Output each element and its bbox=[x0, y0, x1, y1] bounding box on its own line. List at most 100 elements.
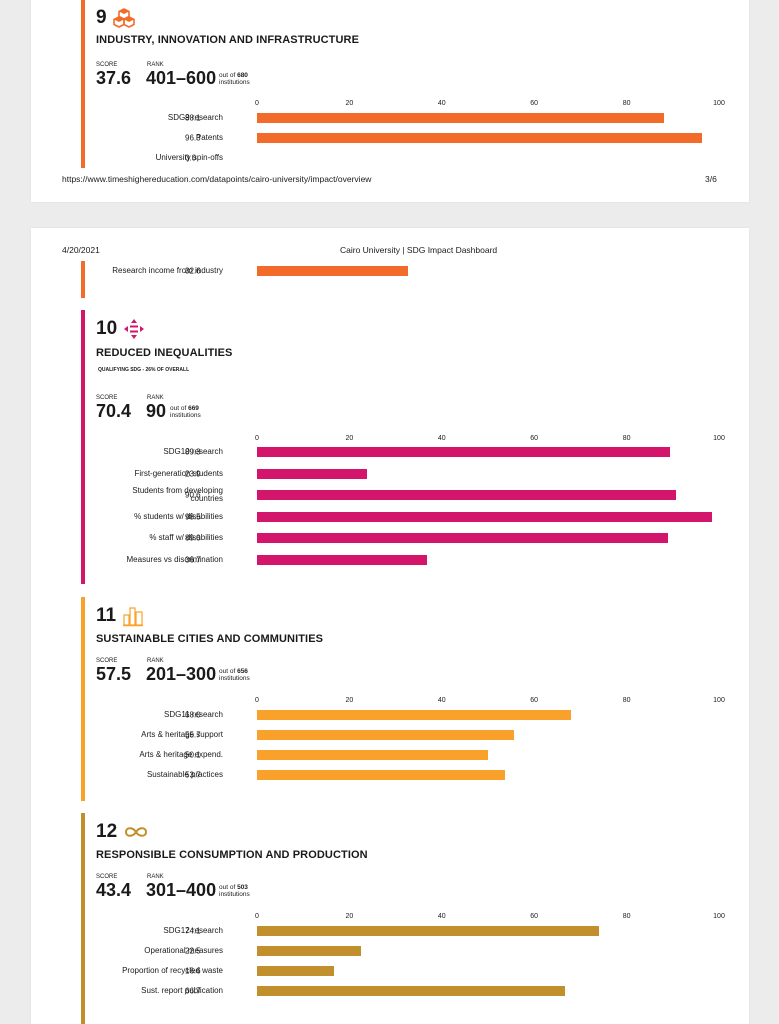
metric-value: 88.1 bbox=[185, 113, 201, 123]
axis-tick-label: 80 bbox=[622, 435, 631, 442]
sdg12-out-of: out of 503 institutions bbox=[219, 884, 250, 898]
axis-tick-label: 80 bbox=[622, 100, 631, 107]
sdg10-section: 10 REDUCED INEQUALITIES Q bbox=[81, 310, 725, 584]
print-date: 4/20/2021 bbox=[62, 245, 100, 255]
metric-value: 16.6 bbox=[185, 966, 201, 976]
metric-value: 74.1 bbox=[185, 926, 201, 936]
metric-row: Arts & heritage support 55.7 bbox=[96, 725, 746, 745]
metric-bar bbox=[257, 133, 702, 143]
sdg12-axis-ticks: 0 20 40 60 80 100 bbox=[96, 913, 746, 923]
metric-row: SDG12 research 74.1 bbox=[96, 921, 746, 941]
sdg10-score: 70.4 bbox=[96, 401, 132, 421]
sdg9-axis-ticks: 0 20 40 60 80 100 bbox=[96, 100, 746, 110]
sdg11-title: SUSTAINABLE CITIES AND COMMUNITIES bbox=[96, 633, 324, 645]
metric-bar bbox=[257, 926, 600, 936]
print-header-title: Cairo University | SDG Impact Dashboard bbox=[340, 245, 498, 255]
axis-tick-label: 40 bbox=[437, 697, 446, 704]
metric-bar bbox=[257, 710, 572, 720]
pdf-page-3: 9 IND bbox=[31, 0, 749, 202]
metric-bar bbox=[257, 266, 408, 276]
metric-row: SDG10 research 89.3 bbox=[96, 442, 746, 462]
score-label: SCORE bbox=[96, 62, 118, 68]
axis-tick-label: 0 bbox=[255, 697, 259, 704]
metric-bar bbox=[257, 468, 368, 479]
metric-bar bbox=[257, 533, 669, 543]
axis-tick-label: 40 bbox=[437, 913, 446, 920]
rank-label: RANK bbox=[147, 62, 164, 68]
sdg9-rank: 401–600 bbox=[146, 68, 217, 88]
metric-label: SDG10 research bbox=[163, 447, 223, 456]
axis-tick-label: 60 bbox=[530, 913, 539, 920]
metric-label: Proportion of recycled waste bbox=[122, 966, 223, 975]
rank-label: RANK bbox=[147, 658, 164, 664]
score-label: SCORE bbox=[96, 658, 118, 664]
metric-bar bbox=[257, 730, 515, 740]
metric-row: Arts & heritage expend. 50.1 bbox=[96, 745, 746, 765]
metric-label: SDG11 research bbox=[164, 710, 223, 719]
axis-tick-label: 60 bbox=[530, 100, 539, 107]
metric-label: Sust. report publication bbox=[141, 986, 223, 995]
city-buildings-icon bbox=[122, 605, 144, 627]
metric-row: Proportion of recycled waste 16.6 bbox=[96, 961, 746, 981]
axis-tick-label: 0 bbox=[255, 100, 259, 107]
metric-bar bbox=[257, 490, 676, 500]
metric-label: % staff w/ disabilities bbox=[149, 533, 223, 542]
metric-value: 68.0 bbox=[185, 710, 201, 720]
axis-tick-label: 80 bbox=[622, 913, 631, 920]
sdg12-accent-bar bbox=[81, 813, 85, 1024]
metric-value: 89.0 bbox=[185, 533, 201, 543]
metric-value: 23.9 bbox=[185, 469, 201, 478]
metric-label: Students from developing countries bbox=[132, 486, 223, 503]
metric-value: 22.5 bbox=[185, 946, 201, 956]
axis-tick-label: 40 bbox=[437, 100, 446, 107]
metric-label: Research income from industry bbox=[112, 266, 223, 275]
axis-tick-label: 20 bbox=[345, 435, 354, 442]
metric-row: Students from developing countries 90.6 bbox=[96, 485, 746, 505]
sdg11-out-of: out of 656 institutions bbox=[219, 668, 250, 682]
metric-value: 0.0 bbox=[185, 153, 197, 163]
metric-label: Patents bbox=[195, 133, 223, 142]
sdg11-accent-bar bbox=[81, 597, 85, 801]
sdg9-title: INDUSTRY, INNOVATION AND INFRASTRUCTURE bbox=[96, 34, 360, 46]
axis-tick-label: 20 bbox=[345, 100, 354, 107]
axis-tick-label: 100 bbox=[713, 913, 725, 920]
metric-row: Measures vs discrimination 36.7 bbox=[96, 550, 746, 570]
score-label: SCORE bbox=[96, 395, 118, 401]
metric-value: 98.5 bbox=[185, 512, 201, 521]
rank-label: RANK bbox=[147, 395, 164, 401]
metric-label: Sustainable practices bbox=[146, 770, 223, 779]
metric-value: 36.7 bbox=[185, 555, 201, 564]
metric-label: % students w/ disabilities bbox=[134, 511, 223, 521]
sdg10-title: REDUCED INEQUALITIES bbox=[96, 347, 233, 359]
sdg10-qualifying-label: QUALIFYING SDG - 26% OF OVERALL bbox=[98, 367, 190, 373]
equality-arrows-icon bbox=[123, 318, 145, 340]
metric-row: Operational measures 22.5 bbox=[96, 941, 746, 961]
metric-value: 50.1 bbox=[185, 750, 201, 760]
footer-page-number: 3/6 bbox=[705, 174, 717, 184]
metric-value: 90.6 bbox=[185, 490, 201, 500]
sdg10-rank: 90 bbox=[146, 401, 167, 421]
sdg9-accent-bar bbox=[81, 261, 85, 298]
sdg10-number: 10 bbox=[96, 318, 118, 339]
metric-label: First-generation students bbox=[134, 468, 224, 478]
sdg12-section: 12 RESPONSIBLE CONSUMPTION AND PRODUCTIO… bbox=[81, 813, 725, 1024]
sdg9-score: 37.6 bbox=[96, 68, 132, 88]
score-label: SCORE bbox=[96, 874, 118, 880]
rank-label: RANK bbox=[147, 874, 164, 880]
sdg9-out-of: out of 680 institutions bbox=[219, 72, 250, 86]
axis-tick-label: 20 bbox=[345, 913, 354, 920]
metric-row: % staff w/ disabilities 89.0 bbox=[96, 528, 746, 548]
sdg10-out-of: out of 669 institutions bbox=[170, 405, 201, 419]
metric-label: University spin-offs bbox=[155, 153, 223, 162]
cubes-icon bbox=[112, 7, 135, 29]
metric-label: Operational measures bbox=[144, 946, 223, 955]
axis-tick-label: 100 bbox=[713, 100, 725, 107]
sdg12-title: RESPONSIBLE CONSUMPTION AND PRODUCTION bbox=[96, 849, 368, 861]
metric-bar bbox=[257, 986, 566, 996]
metric-label: SDG9 research bbox=[167, 113, 223, 122]
metric-value: 66.7 bbox=[185, 986, 201, 996]
sdg11-rank: 201–300 bbox=[146, 664, 217, 684]
axis-tick-label: 60 bbox=[530, 435, 539, 442]
metric-label: Measures vs discrimination bbox=[126, 554, 223, 564]
axis-tick-label: 0 bbox=[255, 435, 259, 442]
